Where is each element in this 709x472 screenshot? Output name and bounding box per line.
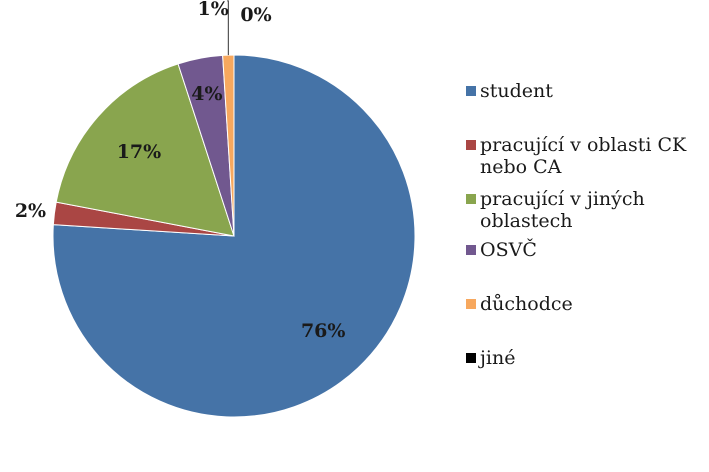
slice-labels: 76% 2% 17% 4% 1% 0% [15, 0, 346, 342]
legend-swatch-jine [466, 353, 476, 363]
legend-item-jine: jiné [466, 347, 515, 369]
legend: student pracující v oblasti CK nebo CA prac… [466, 80, 687, 369]
slice-label-student: 76% [301, 320, 346, 342]
leader-lines [227, 0, 229, 56]
legend-item-pracujici-v-oblasti-ck-nebo-ca: pracující v oblasti CK nebo CA [466, 134, 687, 178]
legend-label-jine: jiné [478, 347, 515, 369]
legend-label-osvc: OSVČ [480, 238, 537, 261]
legend-label-pracujici-v-oblasti-ck-nebo-ca: pracující v oblasti CK nebo CA [480, 134, 687, 178]
slice-label-pracujici-v-oblasti-ck-nebo-ca: 2% [15, 200, 46, 222]
pie-slices [52, 54, 416, 418]
legend-swatch-duchodce [466, 299, 476, 309]
legend-swatch-osvc [466, 245, 476, 255]
legend-item-osvc: OSVČ [466, 238, 537, 261]
legend-swatch-pracujici-v-oblasti-ck-nebo-ca [466, 140, 476, 150]
legend-swatch-student [466, 86, 476, 96]
slice-student [52, 54, 416, 418]
legend-item-pracujici-v-jinych-oblastech: pracující v jiných oblastech [466, 188, 645, 232]
leader-line-duchodce [227, 0, 229, 56]
slice-pracujici-v-jinych-oblastech [55, 63, 235, 237]
legend-swatch-pracujici-v-jinych-oblastech [466, 194, 476, 204]
slice-label-pracujici-v-jinych-oblastech: 17% [117, 141, 162, 163]
legend-label-duchodce: důchodce [480, 293, 573, 315]
legend-item-duchodce: důchodce [466, 293, 573, 315]
legend-label-pracujici-v-jinych-oblastech: pracující v jiných oblastech [480, 188, 645, 232]
slice-label-duchodce: 1% [198, 0, 229, 20]
legend-label-student: student [480, 80, 553, 102]
slice-duchodce [222, 54, 235, 237]
legend-item-student: student [466, 80, 553, 102]
slice-label-osvc: 4% [191, 83, 222, 105]
slice-label-jine: 0% [240, 4, 271, 26]
